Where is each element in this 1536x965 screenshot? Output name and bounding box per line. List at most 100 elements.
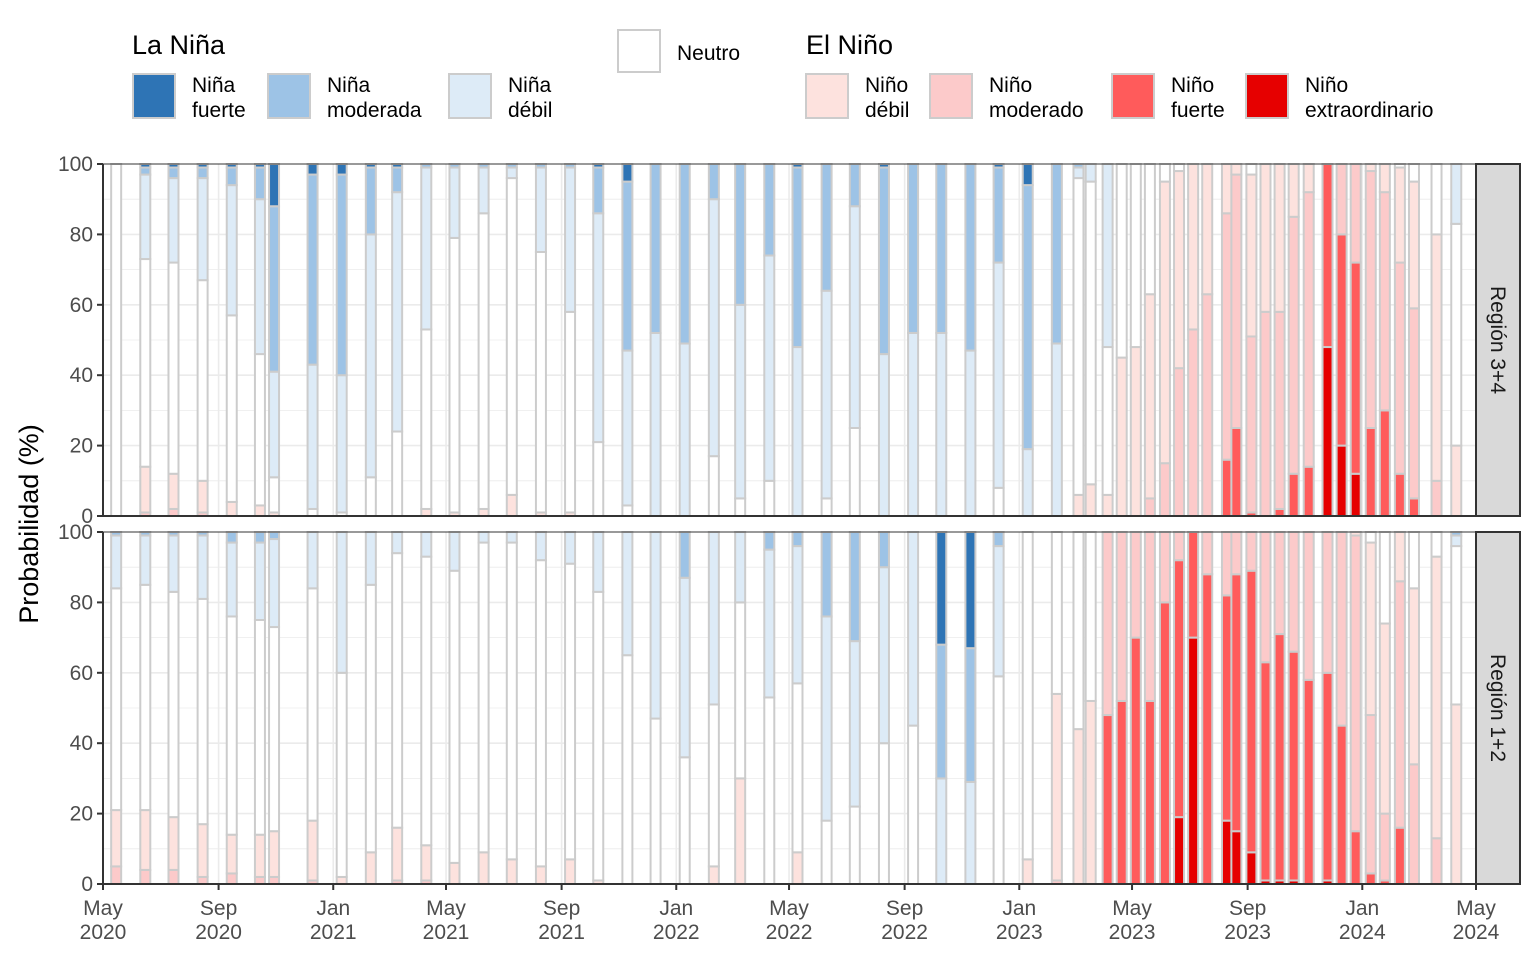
bar-segment-nina-fuerte (1021, 163, 1034, 187)
y-tick-label: 80 (70, 223, 93, 246)
bar-segment-neutro (1115, 163, 1128, 359)
bar-segment-neutro (734, 497, 747, 517)
x-tick-label-month: Jan (1345, 897, 1379, 920)
bar-segment-nina-moderada (167, 166, 180, 180)
bar-segment-nino-debil (1201, 163, 1214, 296)
bar-segment-nino-extraordinario (1335, 444, 1348, 518)
bar-segment-nino-debil (1393, 166, 1406, 264)
bar-segment-nino-debil (734, 777, 747, 886)
bar-segment-neutro (791, 682, 804, 854)
bar-segment-nina-debil (592, 212, 605, 444)
bar-segment-nino-debil (1115, 356, 1128, 517)
bar-segment-nino-debil (1259, 163, 1272, 313)
bar-segment-nina-debil (763, 548, 776, 699)
bar-segment-nino-extraordinario (1230, 830, 1243, 886)
bar-segment-nino-fuerte (1378, 409, 1391, 517)
bar-segment-nina-debil (139, 173, 152, 261)
bar-segment-nino-debil (791, 851, 804, 886)
bar-segment-neutro (534, 559, 547, 868)
bar-segment-nina-debil (167, 177, 180, 264)
bar-segment-nino-extraordinario (1245, 851, 1258, 886)
bar-segment-nina-debil (196, 534, 209, 600)
bar-segment-nina-fuerte (391, 163, 404, 169)
bar-segment-nino-debil (707, 865, 720, 886)
bar-segment-nina-moderada (196, 166, 209, 180)
bar-segment-neutro (391, 430, 404, 517)
x-tick-label-month: Sep (1229, 897, 1266, 920)
bar-segment-nino-moderado (1143, 497, 1156, 517)
legend-label-nino-moderado-line1: Niño (989, 74, 1032, 97)
bar-segment-nina-debil (420, 531, 433, 558)
legend-label-nina-debil-line2: débil (508, 99, 552, 122)
bar-segment-neutro (1407, 163, 1420, 183)
bar-segment-nino-extraordinario (1321, 346, 1334, 518)
bar-segment-nina-debil (391, 531, 404, 555)
bar-segment-nina-moderada (621, 180, 634, 352)
bar-segment-nino-fuerte (1349, 261, 1362, 475)
bar-segment-nino-fuerte (1407, 497, 1420, 517)
y-tick-label: 20 (70, 803, 93, 826)
bar-segment-nino-debil (1450, 444, 1463, 518)
bar-segment-nina-moderada (935, 163, 948, 334)
bar-segment-nina-debil (707, 198, 720, 458)
bar-segment-neutro (110, 163, 123, 517)
bar-segment-nino-fuerte (1335, 233, 1348, 447)
bar-segment-neutro (420, 328, 433, 510)
y-tick-label: 60 (70, 662, 93, 685)
bar-segment-nina-debil (167, 534, 180, 593)
bar-segment-nino-moderado (1335, 163, 1348, 236)
y-tick-label: 0 (81, 873, 93, 896)
bar-segment-neutro (734, 601, 747, 780)
bar-segment-neutro (1129, 163, 1142, 349)
bar-segment-nina-debil (964, 780, 977, 885)
bar-segment-nino-fuerte (1129, 636, 1142, 885)
bar-segment-nina-debil (678, 342, 691, 517)
x-tick-label-month: May (426, 897, 466, 920)
bar-segment-nino-moderado (1393, 261, 1406, 475)
bar-segment-nina-moderada (907, 163, 920, 334)
bar-segment-neutro (1378, 531, 1391, 625)
bar-segment-nina-debil (820, 289, 833, 500)
bar-segment-nina-moderada (791, 531, 804, 548)
bar-segment-neutro (848, 805, 861, 885)
legend-label-nina-moderada-line1: Niña (327, 74, 371, 97)
bar-segment-nino-debil (253, 833, 266, 878)
bar-segment-nino-extraordinario (1187, 636, 1200, 885)
bar-segment-nina-fuerte (992, 163, 1005, 169)
bar-segment-nino-debil (1187, 163, 1200, 331)
bar-segment-nino-debil (1378, 163, 1391, 194)
bar-segment-nina-debil (877, 566, 890, 745)
legend-la-nina-title: La Niña (132, 30, 226, 60)
bar-segment-nina-fuerte (791, 163, 804, 169)
x-tick-label-month: May (83, 897, 123, 920)
bar-segment-nino-moderado (1173, 531, 1186, 562)
y-tick-label: 40 (70, 364, 93, 387)
bar-segment-nina-moderada (763, 531, 776, 551)
bar-segment-nino-debil (306, 819, 319, 882)
x-tick-label-month: Sep (886, 897, 923, 920)
bar-segment-nino-fuerte (1273, 507, 1286, 517)
legend-label-nino-fuerte-line2: fuerte (1171, 99, 1225, 122)
bar-segment-nina-moderada (1072, 163, 1085, 169)
bar-segment-nino-moderado (1201, 293, 1214, 517)
bar-segment-neutro (448, 236, 461, 514)
bar-segment-neutro (306, 507, 319, 517)
bar-segment-neutro (621, 654, 634, 886)
bar-segment-nino-fuerte (1302, 465, 1315, 517)
bar-segment-nina-debil (391, 191, 404, 433)
bar-segment-nina-fuerte (364, 163, 377, 169)
bar-segment-neutro (1072, 177, 1085, 496)
bar-segment-nino-moderado (1321, 531, 1334, 674)
legend: La Niña El Niño NiñafuerteNiñamoderadaNi… (132, 29, 1433, 122)
panel-2: 0 20 40 60 80 100 Región 1+2 (58, 521, 1521, 896)
bar-segment-nina-debil (534, 531, 547, 562)
bar-segment-neutro (391, 552, 404, 829)
bar-segment-nina-moderada (992, 166, 1005, 264)
bar-segment-nina-fuerte (253, 163, 266, 169)
bar-segment-nina-debil (448, 166, 461, 239)
bar-segment-neutro (225, 615, 238, 836)
x-tick-label-month: May (769, 897, 809, 920)
bar-segment-nino-fuerte (1230, 573, 1243, 833)
bar-segment-nino-debil (1393, 531, 1406, 583)
x-axis: May2020Sep2020Jan2021May2021Sep2021Jan20… (80, 884, 1500, 944)
